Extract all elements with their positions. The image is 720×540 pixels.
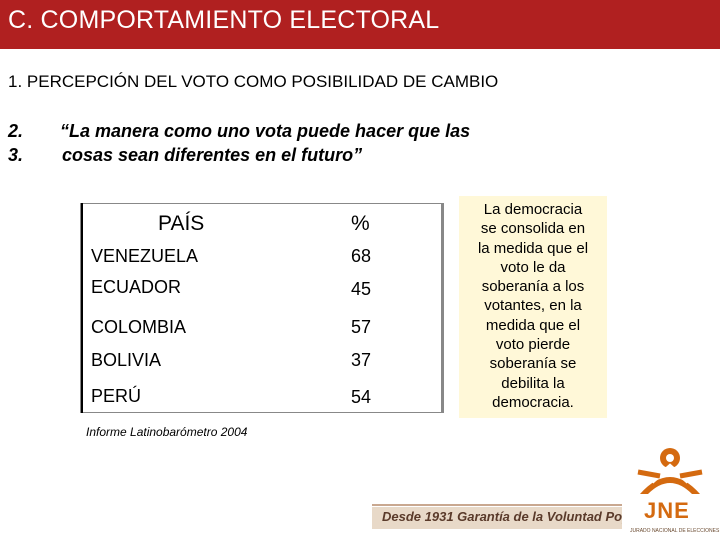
row-country-colombia: COLOMBIA — [91, 317, 187, 337]
note-line: soberanía se — [489, 355, 577, 373]
row-country-bolivia: BOLIVIA — [91, 350, 162, 370]
note-line: debilita la — [501, 374, 565, 392]
header-country: PAÍS — [158, 212, 205, 235]
note-line: votantes, en la — [484, 297, 582, 315]
quote-line-1: “La manera como uno vota puede hacer que… — [60, 121, 471, 141]
row-value-ecuador: 45 — [351, 279, 372, 299]
row-value-peru: 54 — [351, 387, 372, 407]
footer-slogan: Desde 1931 Garantía de la Voluntad Popul… — [382, 509, 654, 524]
row-country-venezuela: VENEZUELA — [91, 246, 199, 266]
note-line: voto le da — [500, 258, 566, 276]
title-bar: C. COMPORTAMIENTO ELECTORAL — [0, 0, 720, 49]
quote-line-2: cosas sean diferentes en el futuro” — [62, 145, 363, 165]
note-line: medida que el — [485, 316, 581, 334]
note-line: La democracia — [483, 201, 583, 218]
row-country-peru: PERÚ — [91, 386, 142, 406]
jne-emblem-icon — [637, 448, 703, 494]
country-table: PAÍS % VENEZUELA 68 ECUADOR 45 COLOMBIA … — [81, 203, 442, 413]
footer-band: Desde 1931 Garantía de la Voluntad Popul… — [372, 504, 720, 529]
side-note: La democracia se consolida en la medida … — [459, 196, 607, 418]
note-line: se consolida en — [480, 220, 586, 238]
note-line: soberanía a los — [481, 278, 585, 296]
list-number-2: 2. — [8, 121, 24, 141]
note-line: voto pierde — [495, 336, 571, 354]
note-line: la medida que el — [477, 239, 589, 257]
row-country-ecuador: ECUADOR — [91, 277, 182, 297]
section-heading: 1. PERCEPCIÓN DEL VOTO COMO POSIBILIDAD … — [8, 72, 499, 91]
source-caption: Informe Latinobarómetro 2004 — [86, 425, 248, 439]
row-value-bolivia: 37 — [351, 350, 372, 370]
row-value-colombia: 57 — [351, 317, 372, 337]
note-line: democracia. — [492, 393, 574, 411]
row-value-venezuela: 68 — [351, 246, 372, 266]
header-percent: % — [351, 212, 370, 235]
jne-logo: JNE JURADO NACIONAL DE ELECCIONES — [622, 436, 720, 540]
logo-subtext: JURADO NACIONAL DE ELECCIONES — [630, 528, 720, 534]
slide-title: C. COMPORTAMIENTO ELECTORAL — [8, 6, 440, 34]
list-number-3: 3. — [8, 145, 24, 165]
logo-text: JNE — [644, 498, 690, 523]
